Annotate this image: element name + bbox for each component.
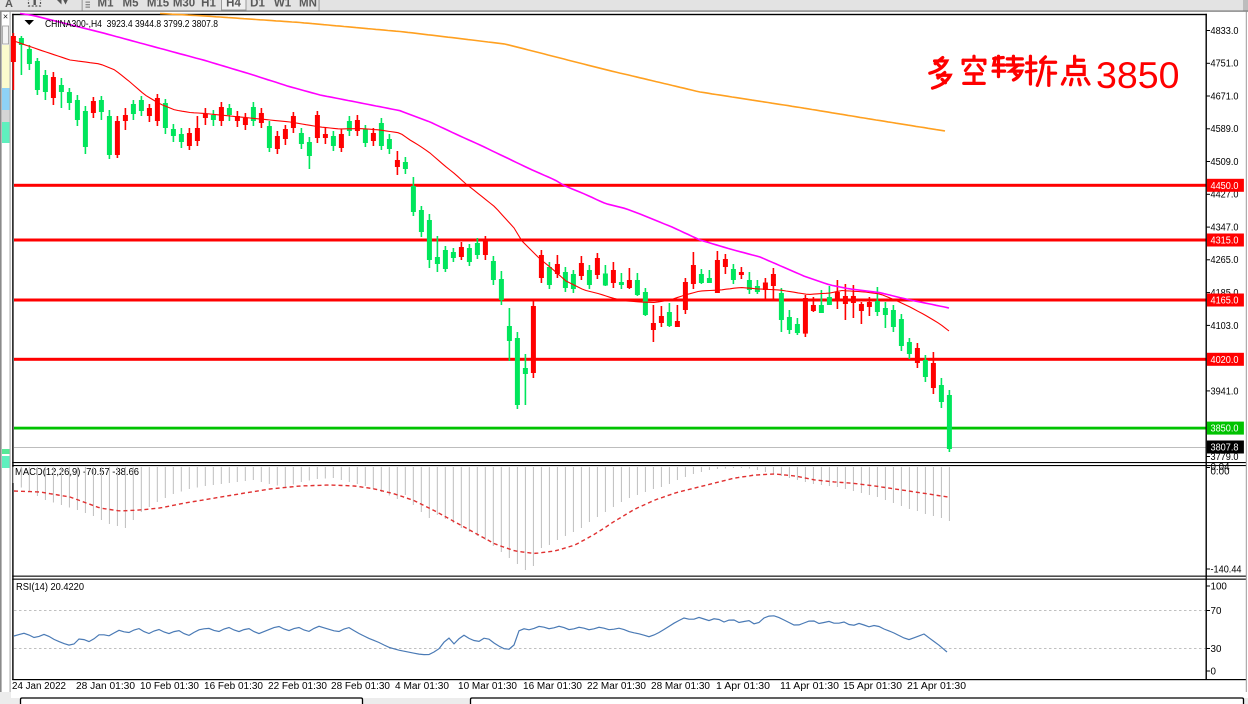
svg-text:4589.0: 4589.0 [1211,124,1240,135]
svg-text:3807.8: 3807.8 [1211,443,1240,454]
svg-text:4315.0: 4315.0 [1211,236,1240,247]
svg-text:10 Mar 01:30: 10 Mar 01:30 [458,681,517,692]
svg-text:4671.0: 4671.0 [1211,91,1240,102]
svg-text:0: 0 [1211,666,1217,677]
svg-text:28 Jan 01:30: 28 Jan 01:30 [76,681,135,692]
svg-text:0.04: 0.04 [1211,462,1231,473]
svg-text:1 Apr 01:30: 1 Apr 01:30 [716,681,770,692]
svg-text:22 Mar 01:30: 22 Mar 01:30 [587,681,646,692]
svg-text:11 Apr 01:30: 11 Apr 01:30 [780,681,839,692]
svg-text:28 Mar 01:30: 28 Mar 01:30 [651,681,710,692]
svg-text:MN: MN [299,0,317,9]
svg-text:M15: M15 [147,0,170,9]
svg-text:4265.0: 4265.0 [1211,255,1240,266]
svg-text:4165.0: 4165.0 [1211,296,1240,307]
svg-text:15 Apr 01:30: 15 Apr 01:30 [843,681,902,692]
svg-text:4347.0: 4347.0 [1211,223,1240,234]
svg-text:H4: H4 [226,0,241,9]
svg-text:CHINA300-,H4 3923.4 3944.8 37: CHINA300-,H4 3923.4 3944.8 3799.2 3807.8 [45,19,218,30]
svg-text:22 Feb 01:30: 22 Feb 01:30 [268,681,327,692]
svg-text:M1: M1 [98,0,115,9]
svg-text:100: 100 [1211,581,1228,592]
svg-text:3941.0: 3941.0 [1211,386,1240,397]
svg-text:4833.0: 4833.0 [1211,26,1240,37]
svg-text:4103.0: 4103.0 [1211,321,1240,332]
svg-text:RSI(14) 20.4220: RSI(14) 20.4220 [16,582,84,593]
svg-text:D1: D1 [250,0,265,9]
svg-text:16 Feb 01:30: 16 Feb 01:30 [204,681,263,692]
svg-text:3850: 3850 [1096,54,1179,96]
svg-text:4450.0: 4450.0 [1211,181,1240,192]
svg-text:M5: M5 [123,0,140,9]
svg-text:3850.0: 3850.0 [1211,424,1240,435]
svg-text:10 Feb 01:30: 10 Feb 01:30 [140,681,199,692]
svg-text:×: × [3,12,8,22]
svg-text:70: 70 [1211,606,1222,617]
svg-text:0.00: 0.00 [1211,467,1231,478]
svg-text:-140.44: -140.44 [1211,565,1243,576]
svg-text:4751.0: 4751.0 [1211,59,1240,70]
svg-text:24 Jan 2022: 24 Jan 2022 [12,681,66,692]
svg-text:4427.0: 4427.0 [1211,190,1240,201]
svg-text:3779.0: 3779.0 [1211,452,1240,463]
svg-text:4509.0: 4509.0 [1211,157,1240,168]
svg-text:16 Mar 01:30: 16 Mar 01:30 [523,681,582,692]
svg-text:4 Mar 01:30: 4 Mar 01:30 [395,681,449,692]
svg-text:30: 30 [1211,644,1222,655]
svg-text:21 Apr 01:30: 21 Apr 01:30 [907,681,966,692]
svg-text:M30: M30 [173,0,195,9]
svg-text:H1: H1 [201,0,216,9]
svg-text:28 Feb 01:30: 28 Feb 01:30 [331,681,390,692]
svg-text:A: A [5,0,13,10]
svg-text:4020.0: 4020.0 [1211,355,1240,366]
svg-text:W1: W1 [274,0,292,9]
